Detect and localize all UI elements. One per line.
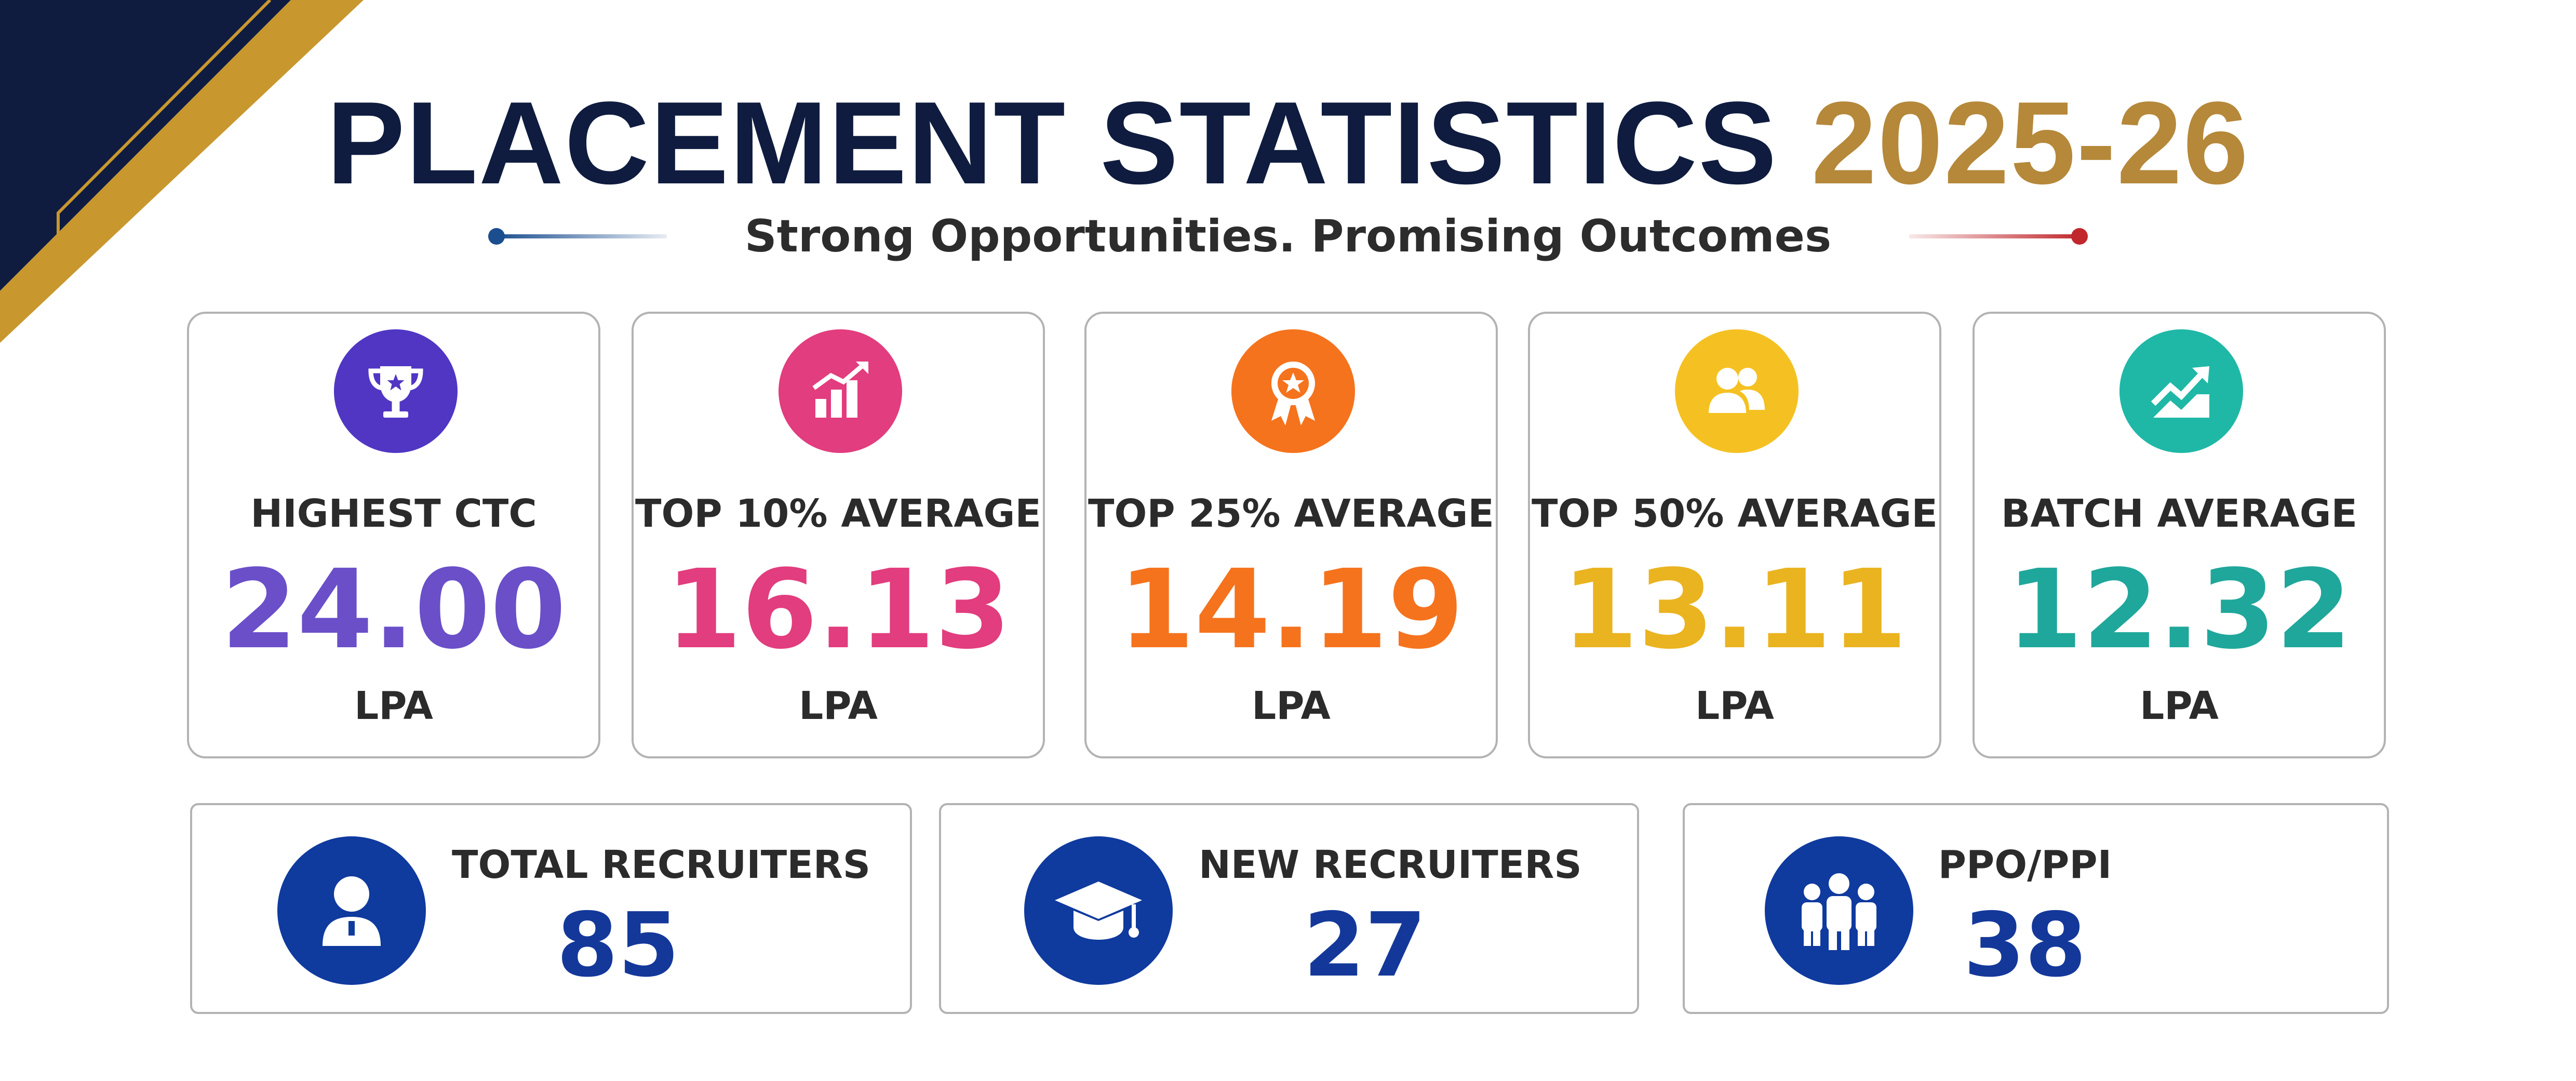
- growth-chart-icon: [779, 329, 902, 453]
- group-icon: [1675, 329, 1799, 453]
- recruiter-value: 85: [556, 894, 680, 997]
- subtitle-divider-right: [1909, 228, 2088, 245]
- stat-unit: LPA: [799, 684, 878, 728]
- stat-unit: LPA: [1695, 684, 1774, 728]
- title-main: PLACEMENT STATISTICS: [326, 77, 1778, 208]
- recruiter-value: 27: [1303, 894, 1427, 997]
- stat-label: TOP 25% AVERAGE: [1088, 491, 1494, 536]
- stat-label: BATCH AVERAGE: [2001, 491, 2358, 536]
- trophy-icon: [334, 329, 458, 453]
- stat-card-top25: TOP 25% AVERAGE 14.19 LPA: [1084, 312, 1498, 758]
- award-badge-icon: [1231, 329, 1355, 453]
- recruiter-value: 38: [1963, 894, 2087, 997]
- trend-up-icon: [2119, 329, 2243, 453]
- stat-label: TOP 50% AVERAGE: [1532, 491, 1938, 536]
- team-icon: [1765, 836, 1913, 985]
- stat-value: 24.00: [221, 546, 567, 673]
- graduation-cap-icon: [1024, 836, 1173, 985]
- recruiter-label: TOTAL RECRUITERS: [452, 843, 871, 887]
- recruiter-card-ppo: PPO/PPI 38: [1683, 803, 2389, 1014]
- stat-value: 13.11: [1562, 546, 1908, 673]
- corner-decoration: [0, 0, 364, 343]
- stat-unit: LPA: [1252, 684, 1331, 728]
- subtitle-row: Strong Opportunities. Promising Outcomes: [0, 205, 2576, 268]
- stat-unit: LPA: [2140, 684, 2219, 728]
- recruiter-label: NEW RECRUITERS: [1199, 843, 1582, 887]
- page-title: PLACEMENT STATISTICS 2025-26: [0, 73, 2576, 213]
- stat-label: HIGHEST CTC: [250, 491, 537, 536]
- recruiter-card-new: NEW RECRUITERS 27: [939, 803, 1639, 1014]
- title-year: 2025-26: [1811, 77, 2250, 208]
- stat-value: 12.32: [2006, 546, 2352, 673]
- stat-value: 14.19: [1118, 546, 1464, 673]
- stat-unit: LPA: [354, 684, 433, 728]
- recruiter-card-total: TOTAL RECRUITERS 85: [190, 803, 912, 1014]
- recruiter-label: PPO/PPI: [1938, 843, 2112, 887]
- stat-value: 16.13: [665, 546, 1011, 673]
- subtitle: Strong Opportunities. Promising Outcomes: [744, 210, 1832, 262]
- stat-label: TOP 10% AVERAGE: [635, 491, 1041, 536]
- stat-card-top50: TOP 50% AVERAGE 13.11 LPA: [1528, 312, 1941, 758]
- stat-card-top10: TOP 10% AVERAGE 16.13 LPA: [632, 312, 1045, 758]
- person-icon: [277, 836, 426, 985]
- stat-card-highest-ctc: HIGHEST CTC 24.00 LPA: [187, 312, 600, 758]
- subtitle-divider-left: [488, 228, 667, 245]
- stat-card-batch-average: BATCH AVERAGE 12.32 LPA: [1973, 312, 2386, 758]
